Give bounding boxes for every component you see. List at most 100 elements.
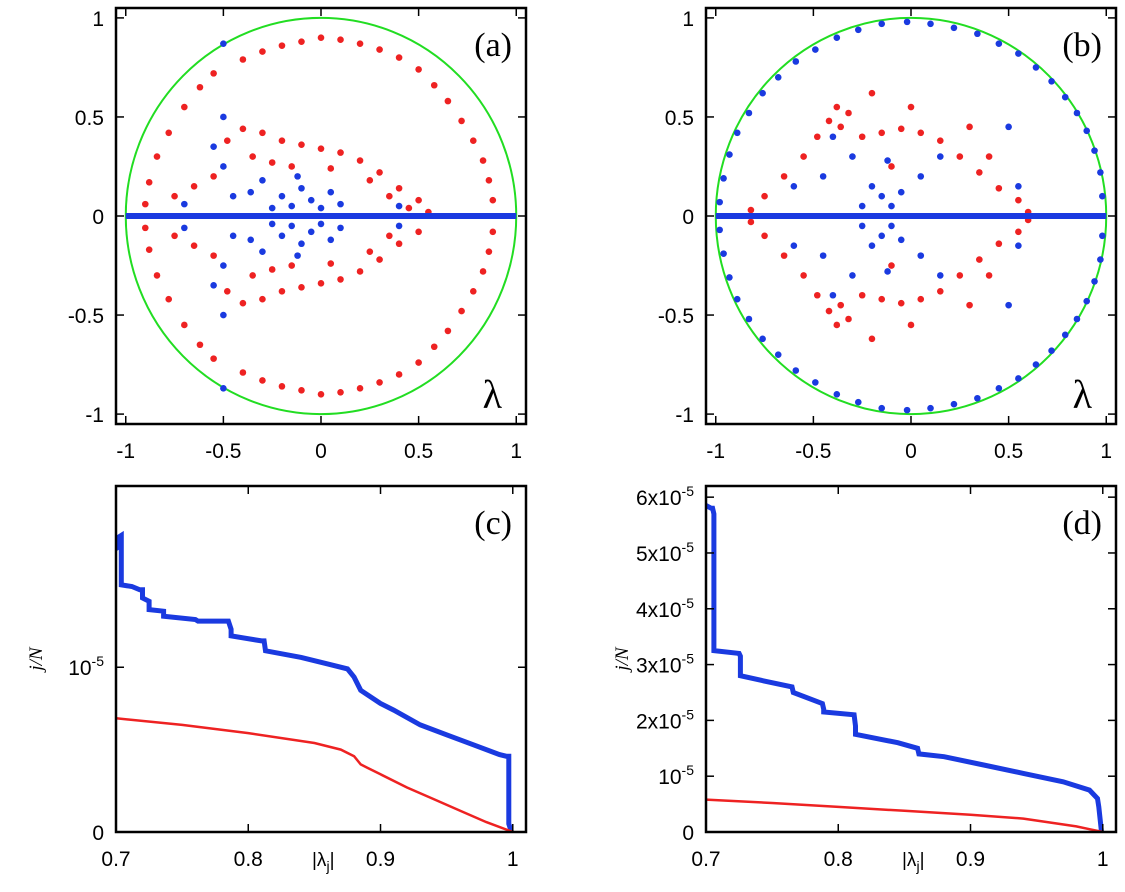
eigenvalue-point-red [356,268,364,275]
eigenvalue-point-blue [247,236,255,244]
eigenvalue-point-red [985,153,993,160]
eigenvalue-point-blue [819,252,827,259]
panel-d: 0.7 0.8 0.9 1 0 10-5 2x10-5 3x10-5 4x10-5 5x10-5 6… [612,483,1118,874]
eigenvalue-point-red [210,355,217,362]
eigenvalue-point-blue [903,406,911,414]
eigenvalue-point-red [171,192,178,200]
eigenvalue-point-red [469,287,477,295]
eigenvalue-point-red [780,252,788,259]
eigenvalue-point-red [395,184,403,192]
eigenvalue-point-red [430,343,438,351]
eigenvalue-point-red [376,169,383,176]
eigenvalue-point-red [153,153,161,160]
eigenvalue-point-blue [1091,278,1098,285]
eigenvalue-point-red [223,287,231,295]
eigenvalue-point-red [395,371,403,378]
eigenvalue-point-red [181,103,188,111]
eigenvalue-point-blue [327,188,335,196]
eigenvalue-point-blue [317,204,325,212]
eigenvalue-point-red [479,157,487,164]
eigenvalue-point-blue [220,311,227,319]
eigenvalue-point-red [165,129,173,137]
eigenvalue-point-red [395,240,403,248]
y-tick-label: 10-5 [658,762,694,789]
x-tick-label: 0.8 [234,848,263,871]
eigenvalue-point-red [458,117,465,125]
eigenvalue-point-red [800,272,807,279]
eigenvalue-point-red [995,184,1003,192]
x-tick-label: -1 [706,440,725,463]
eigenvalue-point-red [761,232,768,240]
eigenvalue-point-red [278,137,286,145]
eigenvalue-point-blue [1073,109,1081,117]
y-tick-label: 5x10-5 [636,539,694,566]
eigenvalue-point-red [845,109,852,117]
eigenvalue-point-blue [888,222,895,230]
plot-frame [704,484,1118,834]
eigenvalue-point-blue [220,163,227,170]
eigenvalue-point-red [366,177,374,184]
eigenvalue-point-red [288,163,296,170]
eigenvalue-point-red [917,129,925,137]
eigenvalue-point-red [833,103,841,111]
eigenvalue-point-red [278,287,286,295]
eigenvalue-point-blue [903,18,911,26]
eigenvalue-point-red [444,327,452,335]
eigenvalue-point-red [813,133,821,141]
eigenvalue-point-red [141,200,149,208]
eigenvalue-point-blue [1099,232,1106,240]
eigenvalue-point-red [897,125,905,133]
x-tick-label: 0.5 [404,440,433,463]
eigenvalue-point-blue [268,220,276,228]
eigenvalue-point-blue [888,202,895,210]
eigenvalue-point-blue [220,113,227,121]
eigenvalue-point-blue [726,274,733,281]
eigenvalue-point-blue [181,200,188,208]
eigenvalue-point-red [210,70,217,77]
eigenvalue-point-blue [858,222,866,230]
y-tick-label: 0.5 [75,107,104,130]
eigenvalue-point-blue [1099,192,1106,200]
eigenvalue-point-red [825,307,833,315]
x-tick-label: -0.5 [205,440,241,463]
x-tick-label: 0.9 [956,848,985,871]
eigenvalue-point-red [249,272,256,279]
eigenvalue-point-red [298,141,305,148]
eigenvalue-point-red [356,40,364,47]
eigenvalue-point-blue [854,26,862,34]
eigenvalue-point-blue [294,252,301,259]
eigenvalue-point-red [800,153,807,160]
eigenvalue-point-blue [833,34,841,42]
eigenvalue-point-red [845,315,852,323]
eigenvalue-point-blue [1015,182,1022,190]
eigenvalue-point-blue [974,30,981,38]
eigenvalue-point-blue [1005,301,1012,309]
eigenvalue-point-blue [1061,93,1069,101]
eigenvalue-point-blue [1091,147,1098,154]
eigenvalue-point-red [489,228,497,236]
eigenvalue-point-blue [854,398,862,406]
eigenvalue-point-blue [792,367,800,374]
eigenvalue-point-blue [181,224,188,232]
eigenvalue-point-blue [259,177,266,184]
eigenvalue-point-red [190,242,198,250]
y-tick-label: 4x10-5 [636,595,694,622]
eigenvalue-point-blue [716,226,723,234]
eigenvalue-point-red [485,248,493,255]
eigenvalue-point-blue [278,192,286,200]
eigenvalue-point-red [878,129,886,137]
eigenvalue-point-blue [812,379,819,386]
panel-label: (c) [474,505,512,542]
eigenvalue-point-blue [745,109,753,117]
series-line-red [116,717,514,832]
eigenvalue-point-blue [298,240,305,248]
eigenvalue-point-red [966,123,973,131]
eigenvalue-point-red [415,359,422,366]
eigenvalue-point-blue [884,157,891,164]
eigenvalue-point-red [813,291,821,299]
eigenvalue-point-red [356,157,364,164]
eigenvalue-point-blue [395,222,403,230]
x-tick-label: 0.8 [824,848,853,871]
eigenvalue-point-blue [1097,256,1104,263]
eigenvalue-point-red [956,153,964,160]
